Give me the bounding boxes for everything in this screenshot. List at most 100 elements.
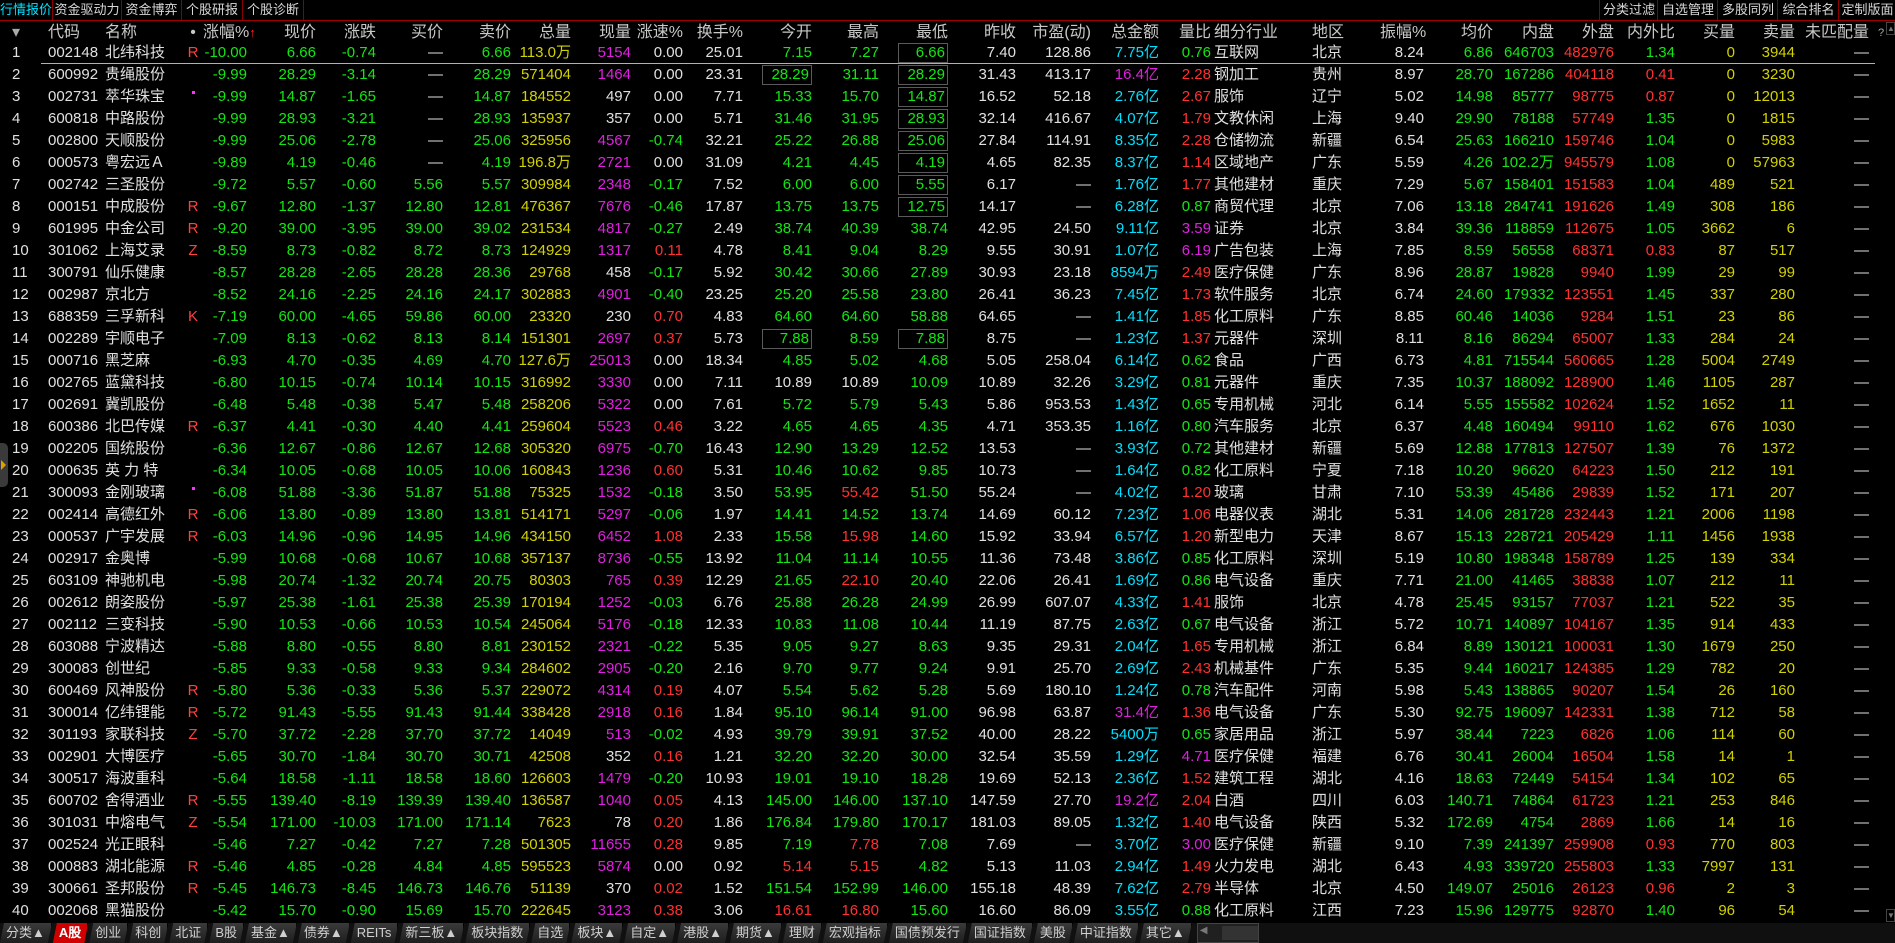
table-row[interactable]: 4 600818 中路股份 -9.99 28.93 -3.21—28.93 135937 35… [0, 108, 1872, 130]
market-tab-3[interactable]: 科创 [129, 923, 168, 943]
table-row[interactable]: 12 002987 京北方 -8.52 24.16 -2.25 24.16 24.17 3028… [0, 284, 1872, 306]
header-volume[interactable]: 总量 [514, 22, 574, 44]
market-tab-19[interactable]: 国证指数 [968, 923, 1033, 943]
table-row[interactable]: 14 002289 宇顺电子 -7.09 8.13 -0.62 8.13 8.14 151301… [0, 328, 1872, 350]
header-change[interactable]: 涨跌 [319, 22, 379, 44]
header-turnover[interactable]: 换手% [686, 22, 746, 44]
table-row[interactable]: 10 301062 上海艾录 Z -8.59 8.73 -0.82 8.72 8.73 12492… [0, 240, 1872, 262]
table-row[interactable]: 21 300093 金刚玻璃 -6.08 51.88 -3.36 51.87 51.88 753… [0, 482, 1872, 504]
table-row[interactable]: 27 002112 三变科技 -5.90 10.53 -0.66 10.53 10.54 245… [0, 614, 1872, 636]
side-panel-toggle[interactable] [0, 443, 8, 487]
table-row[interactable]: 19 002205 国统股份 -6.36 12.67 -0.86 12.67 12.68 305… [0, 438, 1872, 460]
header-flag[interactable]: • [183, 22, 203, 44]
header-avg-price[interactable]: 均价 [1427, 22, 1496, 44]
scroll-thumb[interactable] [1221, 926, 1258, 940]
market-tab-17[interactable]: 宏观指标 [823, 923, 888, 943]
market-tab-18[interactable]: 国债预发行 [889, 923, 967, 943]
table-row[interactable]: 16 002765 蓝黛科技 -6.80 10.15 -0.74 10.14 10.15 316… [0, 372, 1872, 394]
triangle-down-icon[interactable]: ▾ [12, 24, 21, 41]
header-pe[interactable]: 市盈(动) [1019, 22, 1094, 44]
table-row[interactable]: 7 002742 三圣股份 -9.72 5.57 -0.60 5.56 5.57 309984 2… [0, 174, 1872, 196]
header-inner-outer-ratio[interactable]: 内外比 [1617, 22, 1678, 44]
header-now-volume[interactable]: 现量 [574, 22, 634, 44]
market-tab-16[interactable]: 理财 [783, 923, 822, 943]
header-bid[interactable]: 买价 [379, 22, 446, 44]
market-tab-10[interactable]: 板块指数 [465, 923, 530, 943]
market-tab-7[interactable]: 债券▲ [298, 923, 350, 943]
table-row[interactable]: 28 603088 宁波精达 -5.88 8.80 -0.55 8.80 8.81 230152… [0, 636, 1872, 658]
table-row[interactable]: 2 600992 贵绳股份 -9.99 28.29 -3.14—28.29 571404 14… [0, 64, 1872, 86]
tool-tab-3[interactable]: 综合排名 [1777, 0, 1839, 20]
header-industry[interactable]: 细分行业 [1214, 22, 1312, 44]
tab-top-4[interactable]: 个股诊断 [243, 0, 304, 20]
table-row[interactable]: 1 002148 北纬科技 R -10.00 6.66 -0.74—6.66 113.0万 51… [0, 42, 1872, 64]
table-row[interactable]: 32 301193 家联科技 Z -5.70 37.72 -2.28 37.70 37.72 14… [0, 724, 1872, 746]
market-tab-1[interactable]: A股 [53, 923, 88, 943]
vertical-scrollbar[interactable] [1886, 22, 1895, 922]
header-price[interactable]: 现价 [250, 22, 319, 44]
table-row[interactable]: 9 601995 中金公司 R -9.20 39.00 -3.95 39.00 39.02 231… [0, 218, 1872, 240]
header-name[interactable]: 名称 [103, 22, 183, 44]
header-speed[interactable]: 涨速% [634, 22, 686, 44]
tab-top-3[interactable]: 个股研报 [182, 0, 243, 20]
header-amount[interactable]: 总金额 [1094, 22, 1162, 44]
table-row[interactable]: 22 002414 高德红外 R -6.06 13.80 -0.89 13.80 13.81 51… [0, 504, 1872, 526]
header-ask-volume[interactable]: 卖量 [1738, 22, 1798, 44]
table-row[interactable]: 15 000716 黑芝麻 -6.93 4.70 -0.35 4.69 4.70 127.6万 2… [0, 350, 1872, 372]
help-icon[interactable]: ? [1878, 27, 1885, 39]
header-unmatched[interactable]: 未匹配量? [1798, 22, 1884, 44]
table-row[interactable]: 26 002612 朗姿股份 -5.97 25.38 -1.61 25.38 25.39 170… [0, 592, 1872, 614]
market-tab-8[interactable]: REITs [351, 923, 399, 943]
header-outer-volume[interactable]: 外盘 [1557, 22, 1617, 44]
market-tab-4[interactable]: 北证 [169, 923, 208, 943]
table-row[interactable]: 5 002800 天顺股份 -9.99 25.06 -2.78—25.06 325956 45… [0, 130, 1872, 152]
market-tab-11[interactable]: 自选 [531, 923, 570, 943]
header-open[interactable]: 今开 [746, 22, 815, 44]
table-row[interactable]: 6 000573 粤宏远Ａ -9.89 4.19 -0.46—4.19 196.8万 2721… [0, 152, 1872, 174]
market-tab-13[interactable]: 自定▲ [624, 923, 676, 943]
tab-top-1[interactable]: 资金驱动力 [53, 0, 122, 20]
table-row[interactable]: 34 300517 海波重科 -5.64 18.58 -1.11 18.58 18.60 126… [0, 768, 1872, 790]
table-row[interactable]: 39 300661 圣邦股份 R -5.45 146.73 -8.45 146.73 146.7… [0, 878, 1872, 900]
market-tab-6[interactable]: 基金▲ [245, 923, 297, 943]
tool-tab-0[interactable]: 分类过滤 [1599, 0, 1658, 20]
header-high[interactable]: 最高 [815, 22, 882, 44]
header-volume-ratio[interactable]: 量比 [1162, 22, 1214, 44]
market-tab-5[interactable]: B股 [209, 923, 244, 943]
table-row[interactable]: 37 002524 光正眼科 -5.46 7.27 -0.42 7.27 7.28 501305… [0, 834, 1872, 856]
header-prev-close[interactable]: 昨收 [951, 22, 1019, 44]
table-row[interactable]: 24 002917 金奥博 -5.99 10.68 -0.68 10.67 10.68 3571… [0, 548, 1872, 570]
table-row[interactable]: 40 002068 黑猫股份 -5.42 15.70 -0.90 15.69 15.70 222… [0, 900, 1872, 922]
table-row[interactable]: 31 300014 亿纬锂能 R -5.72 91.43 -5.55 91.43 91.44 33… [0, 702, 1872, 724]
table-row[interactable]: 17 002691 冀凯股份 -6.48 5.48 -0.38 5.47 5.48 258206… [0, 394, 1872, 416]
table-row[interactable]: 18 600386 北巴传媒 R -6.37 4.41 -0.30 4.40 4.41 25960… [0, 416, 1872, 438]
market-tab-0[interactable]: 分类▲ [0, 923, 52, 943]
table-row[interactable]: 36 301031 中熔电气 Z -5.54 171.00 -10.03 171.00 171.… [0, 812, 1872, 834]
header-bid-volume[interactable]: 买量 [1678, 22, 1738, 44]
header-change-pct[interactable]: 涨幅%↑ [203, 22, 256, 44]
table-row[interactable]: 8 000151 中成股份 R -9.67 12.80 -1.37 12.80 12.81 476… [0, 196, 1872, 218]
header-low[interactable]: 最低 [882, 22, 951, 44]
market-tab-20[interactable]: 美股 [1034, 923, 1073, 943]
header-inner-volume[interactable]: 内盘 [1496, 22, 1557, 44]
scroll-left-icon[interactable]: ◀ [1199, 925, 1208, 936]
header-ask[interactable]: 卖价 [446, 22, 514, 44]
table-row[interactable]: 13 688359 三孚新科 K -7.19 60.00 -4.65 59.86 60.00 23… [0, 306, 1872, 328]
market-tab-15[interactable]: 期货▲ [730, 923, 782, 943]
market-tab-2[interactable]: 创业 [89, 923, 128, 943]
table-row[interactable]: 3 002731 萃华珠宝 -9.99 14.87 -1.65—14.87 184552 49… [0, 86, 1872, 108]
market-tab-12[interactable]: 板块▲ [571, 923, 623, 943]
table-row[interactable]: 33 002901 大博医疗 -5.65 30.70 -1.84 30.70 30.71 425… [0, 746, 1872, 768]
header-amplitude[interactable]: 振幅% [1380, 22, 1427, 44]
header-code[interactable]: 代码 [44, 22, 103, 44]
table-row[interactable]: 11 300791 仙乐健康 -8.57 28.28 -2.65 28.28 28.36 297… [0, 262, 1872, 284]
header-index[interactable]: ▾ [0, 22, 44, 44]
table-row[interactable]: 30 600469 风神股份 R -5.80 5.36 -0.33 5.36 5.37 22907… [0, 680, 1872, 702]
horizontal-scrollbar[interactable]: ◀ [1196, 923, 1259, 943]
table-row[interactable]: 29 300083 创世纪 -5.85 9.33 -0.58 9.33 9.34 284602 2… [0, 658, 1872, 680]
table-row[interactable]: 25 603109 神驰机电 -5.98 20.74 -1.32 20.74 20.75 803… [0, 570, 1872, 592]
tool-tab-4[interactable]: 定制版面 [1838, 0, 1895, 20]
market-tab-22[interactable]: 其它▲ [1140, 923, 1192, 943]
scroll-up-button[interactable]: ▲ [1886, 22, 1895, 35]
table-row[interactable]: 38 000883 湖北能源 R -5.46 4.85 -0.28 4.84 4.85 59552… [0, 856, 1872, 878]
